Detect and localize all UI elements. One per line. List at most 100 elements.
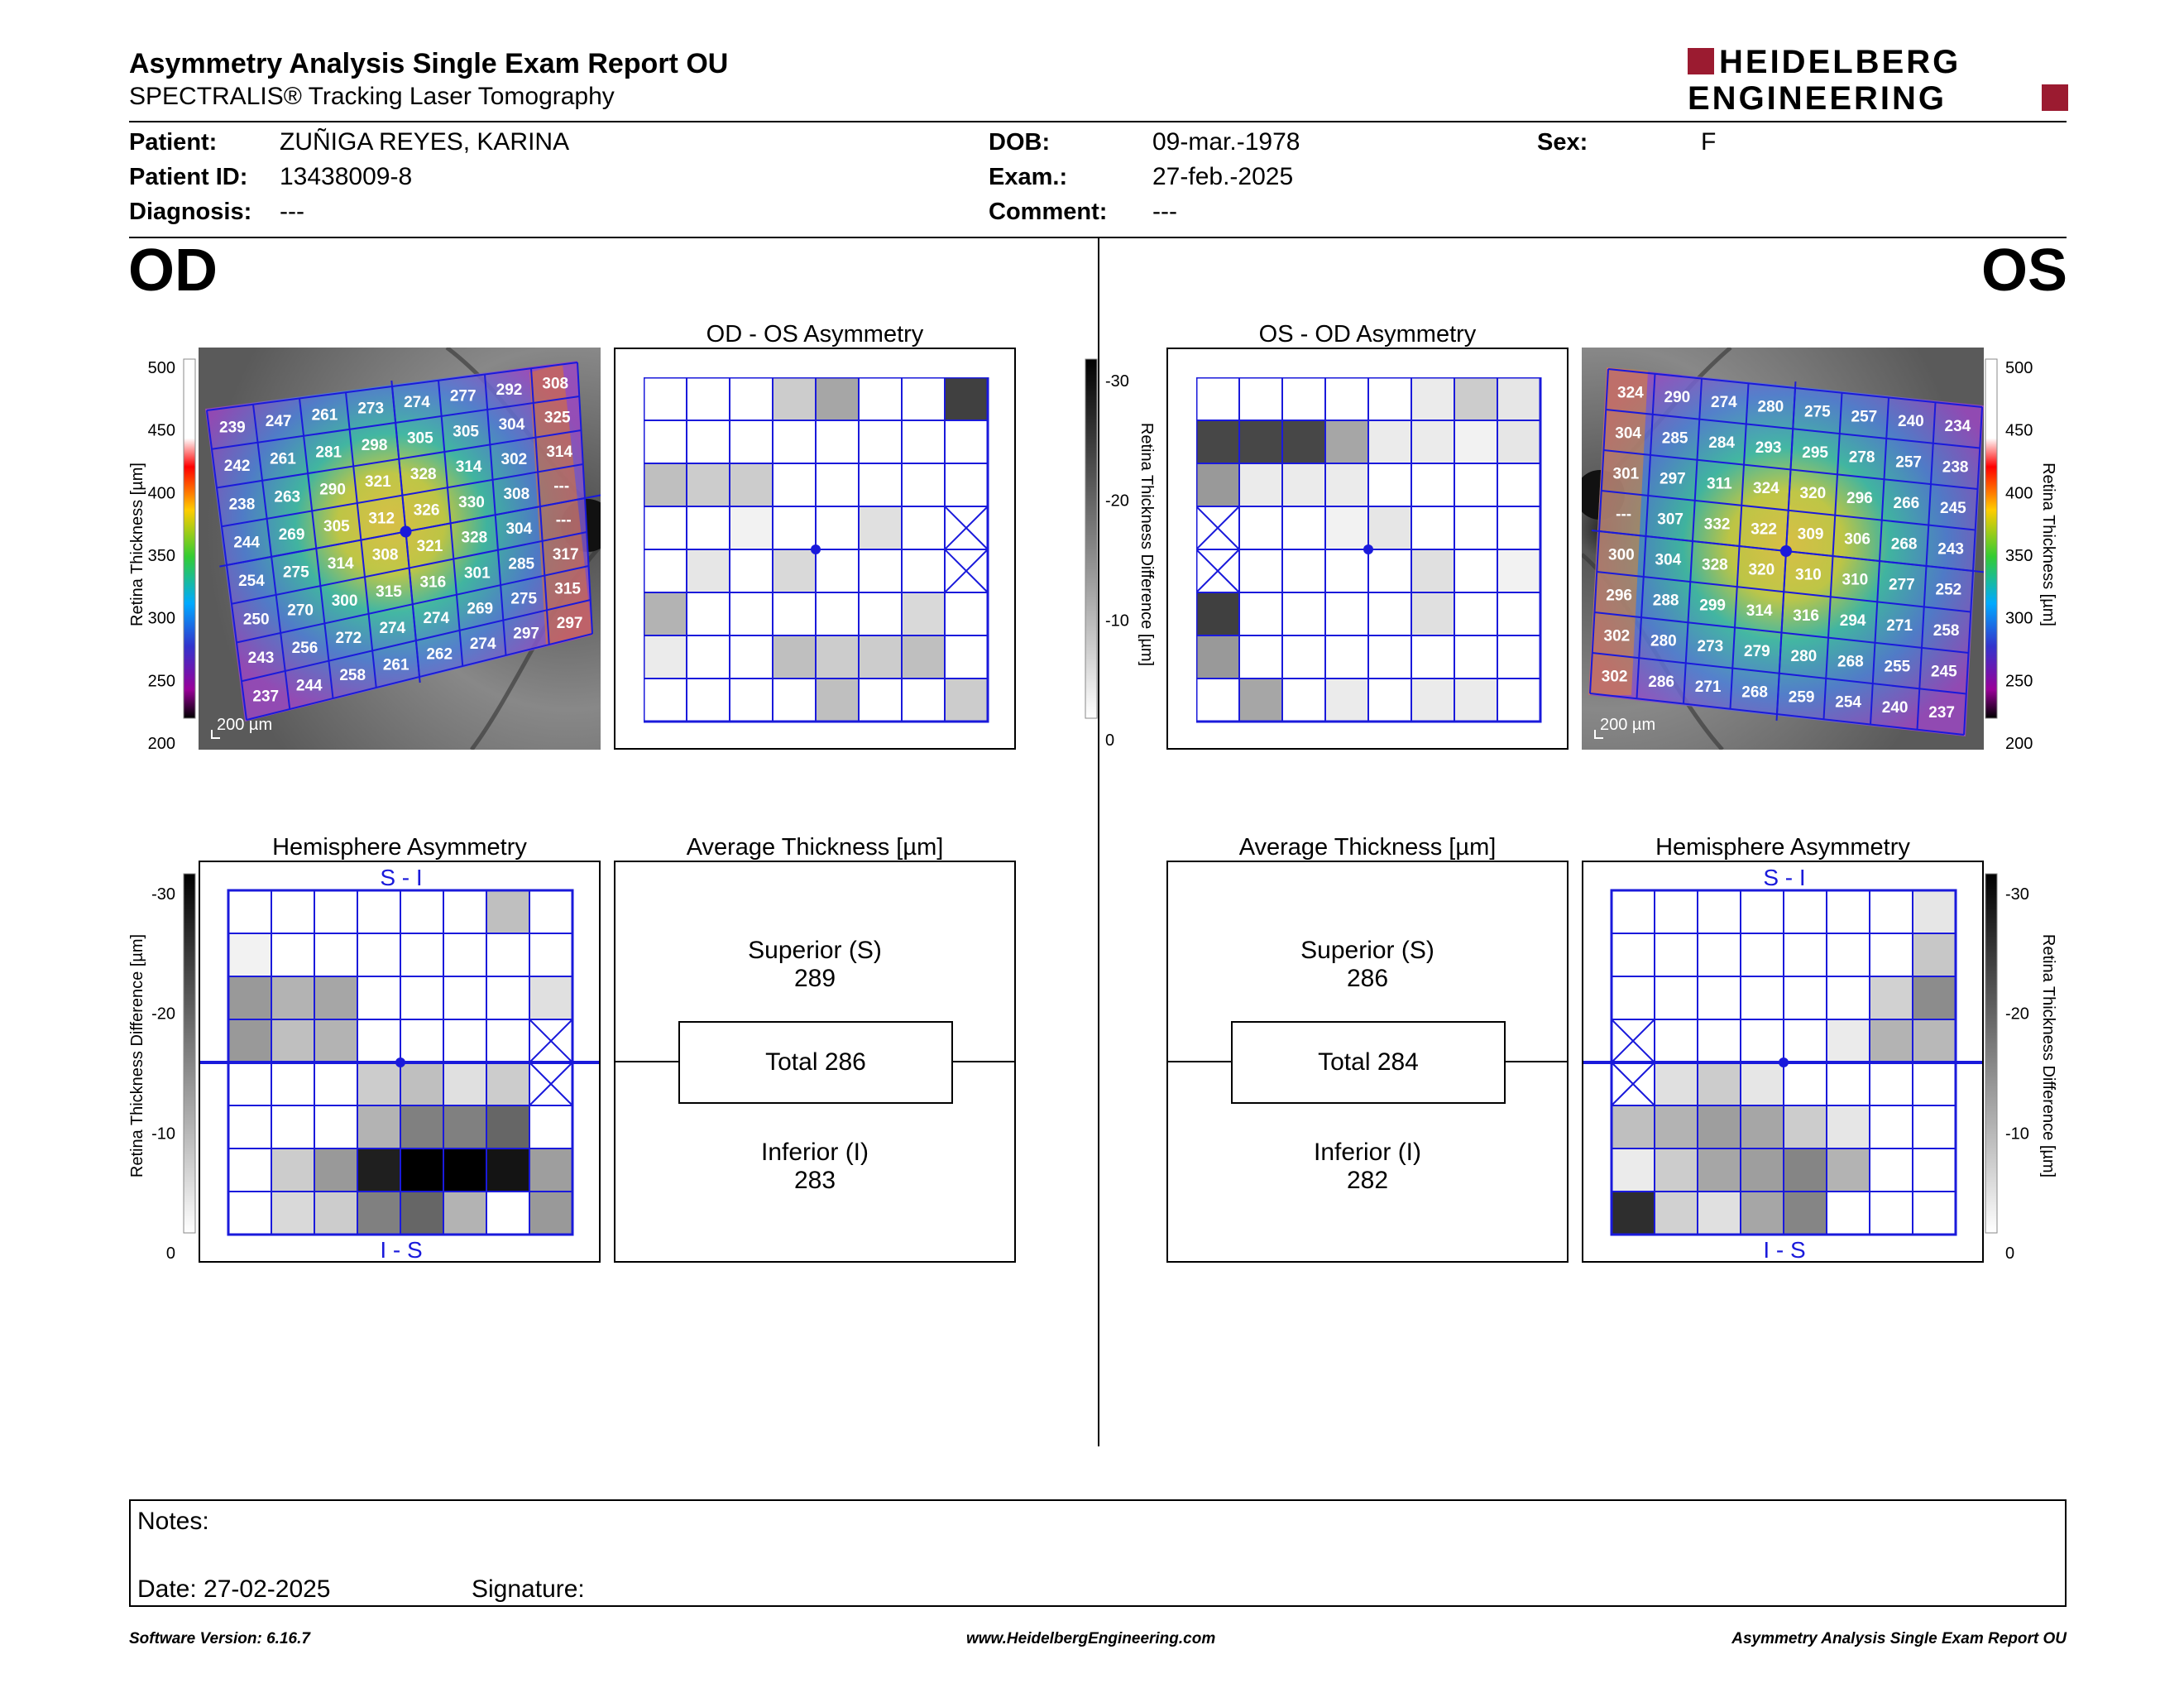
os-thickness-value: 268	[1891, 535, 1918, 553]
os-hemi-cell	[1912, 933, 1956, 977]
scale-tick-label: -30	[1105, 372, 1129, 391]
os-hemi-cell	[1912, 1148, 1956, 1192]
od-hemi-cell	[271, 890, 315, 934]
od-thickness-value: 305	[453, 423, 479, 440]
exam-label: Exam.:	[989, 164, 1068, 190]
os-hemi-cell	[1697, 1191, 1741, 1235]
od-asym-cell	[729, 592, 774, 636]
od-hemi-cell	[357, 890, 401, 934]
od-thickness-value: 275	[510, 590, 537, 607]
report-title: Asymmetry Analysis Single Exam Report OU	[129, 48, 729, 79]
os-asym-cell	[1238, 678, 1283, 722]
od-hemi-cell	[228, 1105, 272, 1149]
od-thickness-value: 277	[450, 388, 477, 405]
os-thickness-value: 293	[1755, 439, 1782, 457]
os-thickness-value: 288	[1653, 592, 1679, 610]
od-thickness-value: 305	[323, 518, 350, 535]
os-hemi-cell	[1697, 1019, 1741, 1063]
od-hemi-cell	[400, 1148, 444, 1192]
od-thickness-value: 321	[365, 473, 391, 491]
scale-tick-label: 350	[148, 547, 175, 565]
od-asym-cell	[772, 420, 817, 464]
os-asym-cell	[1454, 635, 1498, 679]
od-hemi-cell	[357, 1062, 401, 1106]
od-thickness-value: 298	[362, 437, 388, 454]
notes-label: Notes:	[137, 1508, 209, 1535]
scale-tick-label: -10	[151, 1125, 175, 1143]
od-asym-border	[644, 377, 989, 723]
os-asym-cell	[1454, 377, 1498, 421]
os-hemi-cell	[1654, 1062, 1698, 1106]
os-asym-cell	[1497, 420, 1541, 464]
od-hemi-cell	[314, 1191, 358, 1235]
dob-value: 09-mar.-1978	[1152, 128, 1300, 156]
patient-name: ZUÑIGA REYES, KARINA	[280, 128, 570, 156]
os-thickness-value: 277	[1889, 577, 1915, 594]
od-thickness-value: 317	[553, 546, 579, 563]
os-asym-cell	[1410, 506, 1455, 550]
od-asym-cell	[901, 592, 946, 636]
od-thickness-value: 250	[243, 611, 270, 629]
od-hemi-bottom-label: I - S	[380, 1237, 422, 1261]
od-hemi-cell	[443, 1148, 487, 1192]
os-hemi-cell	[1697, 1148, 1741, 1192]
os-thickness-value: 268	[1837, 653, 1864, 670]
os-asym-cell	[1196, 592, 1240, 636]
od-asym-cell	[729, 635, 774, 679]
os-hemi-cell	[1611, 1191, 1655, 1235]
scale-tick-label: 250	[148, 672, 175, 690]
os-thickness-value: 332	[1704, 516, 1731, 533]
od-hemi-cell	[443, 1019, 487, 1063]
os-asym-cell	[1367, 506, 1412, 550]
od-thickness-value: 247	[266, 413, 292, 430]
od-hemi-cell	[357, 1019, 401, 1063]
os-asym-cell	[1281, 592, 1326, 636]
od-thickness-value: 274	[404, 394, 430, 411]
od-hemi-cell	[314, 1062, 358, 1106]
od-asymmetry-title: OD - OS Asymmetry	[706, 321, 924, 348]
os-thickness-value: 299	[1699, 597, 1726, 615]
od-average-panel: Superior (S) 289 Total 286 Inferior (I) …	[614, 861, 1016, 1263]
os-thickness-value: ---	[1616, 506, 1631, 523]
os-hemi-top-label: S - I	[1763, 865, 1805, 890]
os-thickness-value: 258	[1933, 622, 1960, 640]
diagnosis-value: ---	[280, 198, 304, 225]
os-asym-cell	[1497, 635, 1541, 679]
od-hemi-cell	[443, 976, 487, 1020]
os-thickness-value: 266	[1894, 495, 1920, 512]
od-total-box: Total 286	[678, 1021, 953, 1104]
os-thickness-value: 324	[1753, 480, 1779, 497]
od-asym-cell	[815, 678, 860, 722]
os-hemisphere-grid: S - I I - S	[1583, 865, 1982, 1261]
od-hemi-cell	[228, 890, 272, 934]
os-thickness-value: 290	[1664, 389, 1691, 406]
os-hemi-cell	[1912, 1062, 1956, 1106]
od-thickness-value: 262	[426, 646, 453, 664]
scale-tick-label: 0	[166, 1244, 175, 1261]
os-thickness-value: 278	[1849, 449, 1875, 467]
od-hemi-cell	[314, 933, 358, 977]
os-thickness-value: 309	[1798, 525, 1824, 543]
os-hemi-cell	[1697, 933, 1741, 977]
od-thickness-value: 263	[274, 488, 300, 506]
os-asym-cell	[1497, 463, 1541, 507]
od-asym-cell	[901, 635, 946, 679]
os-thickness-value: 320	[1749, 562, 1775, 579]
os-asym-cell	[1454, 592, 1498, 636]
od-asym-cell	[815, 506, 860, 550]
od-thickness-value: 316	[420, 574, 447, 592]
od-asym-cell	[729, 506, 774, 550]
scale-tick-label: 500	[2005, 359, 2033, 377]
os-hemi-excluded-mark	[1611, 1019, 1655, 1063]
od-hemi-cell	[443, 1191, 487, 1235]
od-asym-cell	[772, 506, 817, 550]
os-thickness-value: 254	[1835, 694, 1861, 712]
os-hemi-cell	[1654, 976, 1698, 1020]
os-eye-label: OS	[1981, 237, 2068, 304]
scale-tick-label: 200	[148, 735, 175, 751]
od-asym-cell	[815, 635, 860, 679]
notes-box: Notes: Date: 27-02-2025 Signature:	[129, 1499, 2067, 1607]
od-asym-cell	[944, 377, 989, 421]
od-asym-cell	[772, 377, 817, 421]
os-hemi-cell	[1783, 890, 1827, 934]
